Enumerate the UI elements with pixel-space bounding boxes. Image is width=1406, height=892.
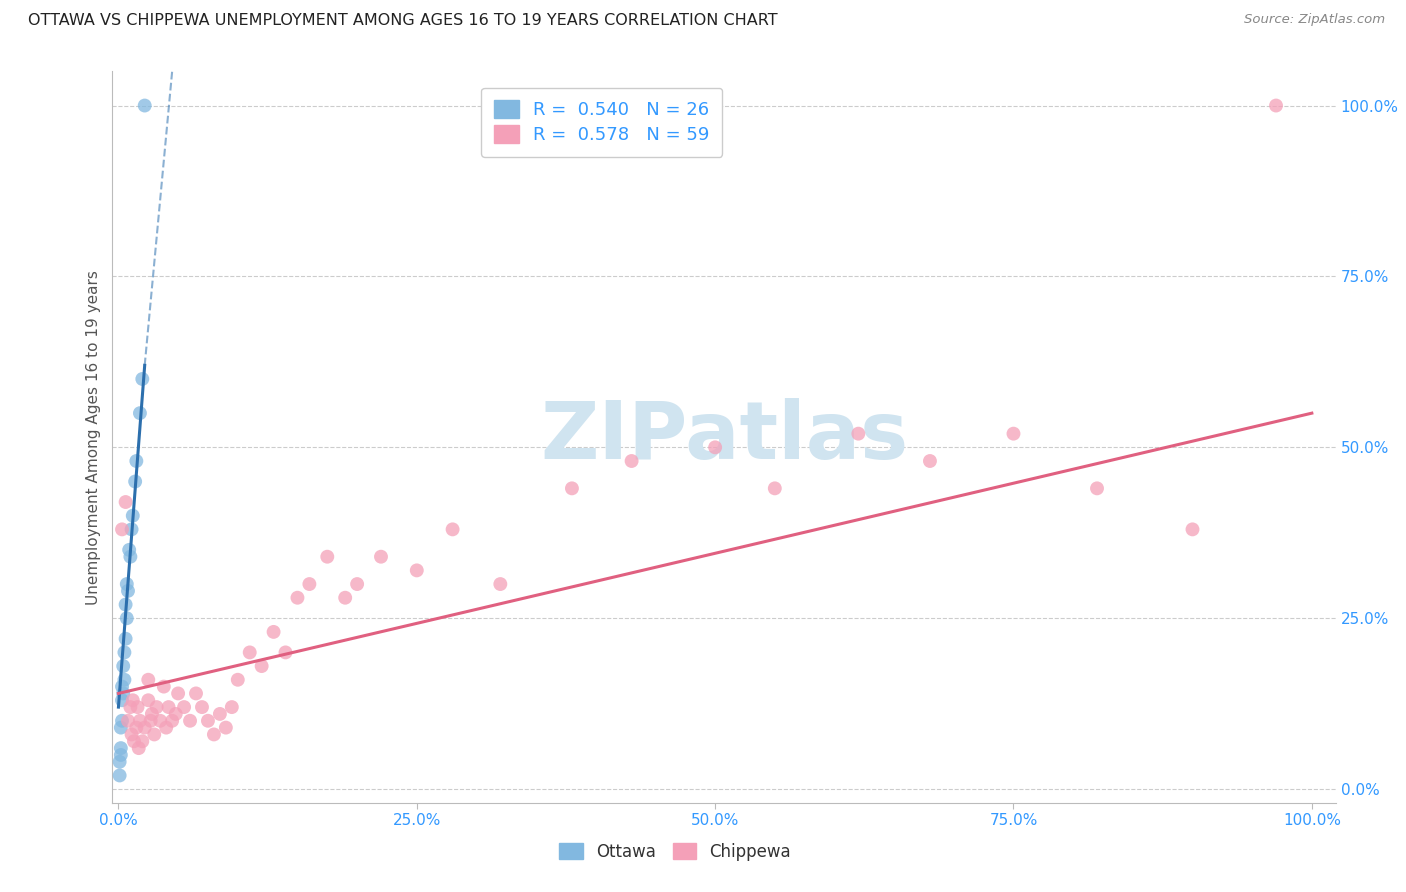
Point xyxy=(1265,98,1288,112)
Point xyxy=(152,680,174,694)
Y-axis label: Unemployment Among Ages 16 to 19 years: Unemployment Among Ages 16 to 19 years xyxy=(86,269,101,605)
Point xyxy=(115,577,138,591)
Point xyxy=(117,583,139,598)
Point xyxy=(131,372,153,386)
Point xyxy=(136,673,159,687)
Point xyxy=(111,714,134,728)
Point xyxy=(370,549,392,564)
Point xyxy=(134,721,156,735)
Point xyxy=(124,475,146,489)
Point xyxy=(112,673,135,687)
Point xyxy=(115,611,138,625)
Point xyxy=(208,706,231,721)
Point xyxy=(120,549,142,564)
Point xyxy=(184,686,207,700)
Point xyxy=(110,747,132,762)
Point xyxy=(112,645,135,659)
Point xyxy=(120,700,142,714)
Point xyxy=(139,714,162,728)
Point xyxy=(155,721,177,735)
Point xyxy=(111,693,134,707)
Point xyxy=(110,721,132,735)
Point xyxy=(441,522,464,536)
Point xyxy=(110,741,132,756)
Point xyxy=(125,721,148,735)
Point xyxy=(136,693,159,707)
Point xyxy=(114,632,136,646)
Text: Source: ZipAtlas.com: Source: ZipAtlas.com xyxy=(1244,13,1385,27)
Point xyxy=(226,673,249,687)
Point xyxy=(114,598,136,612)
Point xyxy=(202,727,225,741)
Point xyxy=(173,700,195,714)
Point xyxy=(239,645,262,659)
Point xyxy=(179,714,201,728)
Point xyxy=(263,624,285,639)
Point xyxy=(1002,426,1025,441)
Point xyxy=(141,706,163,721)
Point xyxy=(129,714,152,728)
Point xyxy=(134,98,156,112)
Point xyxy=(274,645,297,659)
Text: ZIPatlas: ZIPatlas xyxy=(540,398,908,476)
Point xyxy=(561,481,583,495)
Point xyxy=(149,714,172,728)
Point xyxy=(160,714,183,728)
Point xyxy=(122,734,145,748)
Point xyxy=(197,714,219,728)
Point xyxy=(121,508,143,523)
Point xyxy=(114,495,136,509)
Point xyxy=(108,755,131,769)
Point xyxy=(298,577,321,591)
Point xyxy=(117,714,139,728)
Point xyxy=(620,454,643,468)
Point xyxy=(111,522,134,536)
Point xyxy=(1085,481,1108,495)
Point xyxy=(121,522,143,536)
Text: OTTAWA VS CHIPPEWA UNEMPLOYMENT AMONG AGES 16 TO 19 YEARS CORRELATION CHART: OTTAWA VS CHIPPEWA UNEMPLOYMENT AMONG AG… xyxy=(28,13,778,29)
Point xyxy=(215,721,238,735)
Point xyxy=(112,659,135,673)
Point xyxy=(145,700,167,714)
Legend: Ottawa, Chippewa: Ottawa, Chippewa xyxy=(553,837,797,868)
Point xyxy=(118,542,141,557)
Point xyxy=(112,686,135,700)
Point xyxy=(129,406,152,420)
Point xyxy=(1181,522,1204,536)
Point xyxy=(250,659,273,673)
Point xyxy=(221,700,243,714)
Point xyxy=(405,563,427,577)
Point xyxy=(131,734,153,748)
Point xyxy=(121,693,143,707)
Point xyxy=(111,680,134,694)
Point xyxy=(316,549,339,564)
Point xyxy=(125,454,148,468)
Point xyxy=(918,454,941,468)
Point xyxy=(128,741,150,756)
Point xyxy=(167,686,190,700)
Point xyxy=(335,591,357,605)
Point xyxy=(763,481,786,495)
Point xyxy=(157,700,180,714)
Point xyxy=(489,577,512,591)
Point xyxy=(191,700,214,714)
Point xyxy=(127,700,149,714)
Point xyxy=(704,440,727,454)
Point xyxy=(846,426,869,441)
Point xyxy=(346,577,368,591)
Point xyxy=(143,727,166,741)
Point xyxy=(121,727,143,741)
Point xyxy=(108,768,131,782)
Point xyxy=(165,706,187,721)
Point xyxy=(287,591,309,605)
